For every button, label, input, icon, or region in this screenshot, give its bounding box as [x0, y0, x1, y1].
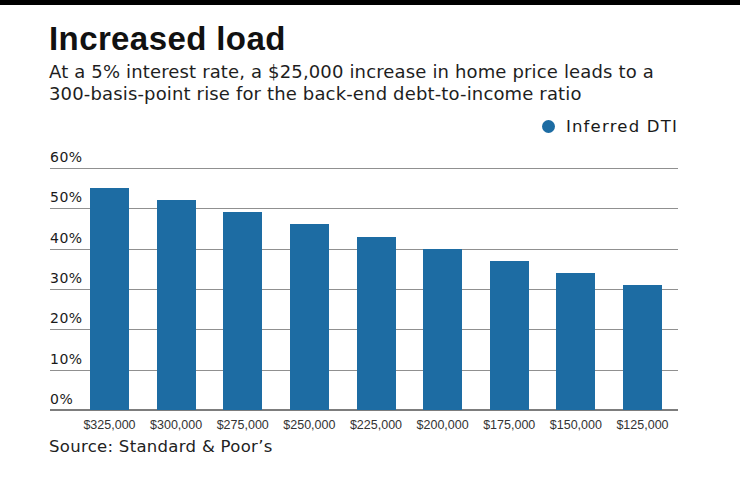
x-tick-label: $200,000 [405, 418, 481, 432]
bar [290, 224, 329, 410]
x-tick-label: $250,000 [271, 418, 347, 432]
x-tick-label: $125,000 [605, 418, 681, 432]
chart-title: Increased load [49, 20, 286, 58]
top-accent-bar [0, 0, 740, 5]
y-tick-label: 40% [50, 230, 83, 246]
legend-label: Inferred DTI [566, 117, 678, 136]
x-tick-label: $300,000 [138, 418, 214, 432]
bar [223, 212, 262, 410]
gridline [50, 208, 678, 209]
y-tick-label: 30% [50, 270, 83, 286]
chart-subtitle-line1: At a 5% interest rate, a $25,000 increas… [49, 61, 654, 83]
plot-area: 0%10%20%30%40%50%60%$325,000$300,000$275… [50, 168, 678, 410]
legend: Inferred DTI [542, 117, 678, 136]
gridline [50, 168, 678, 169]
chart-page: Increased load At a 5% interest rate, a … [0, 0, 740, 482]
chart-subtitle-line2: 300-basis-point rise for the back-end de… [49, 83, 654, 105]
y-tick-label: 10% [50, 351, 83, 367]
bar [157, 200, 196, 410]
bar [357, 237, 396, 410]
x-tick-label: $325,000 [72, 418, 148, 432]
chart-subtitle: At a 5% interest rate, a $25,000 increas… [49, 61, 654, 104]
bar [490, 261, 529, 410]
bar [623, 285, 662, 410]
y-tick-label: 50% [50, 189, 83, 205]
legend-dot-icon [542, 120, 555, 133]
x-tick-label: $225,000 [338, 418, 414, 432]
source-note: Source: Standard & Poor’s [49, 437, 273, 456]
y-tick-label: 20% [50, 310, 83, 326]
y-tick-label: 60% [50, 149, 83, 165]
bar [423, 249, 462, 410]
bar [90, 188, 129, 410]
x-tick-label: $150,000 [538, 418, 614, 432]
x-tick-label: $175,000 [471, 418, 547, 432]
x-tick-label: $275,000 [205, 418, 281, 432]
y-tick-label: 0% [50, 391, 73, 407]
bar [556, 273, 595, 410]
